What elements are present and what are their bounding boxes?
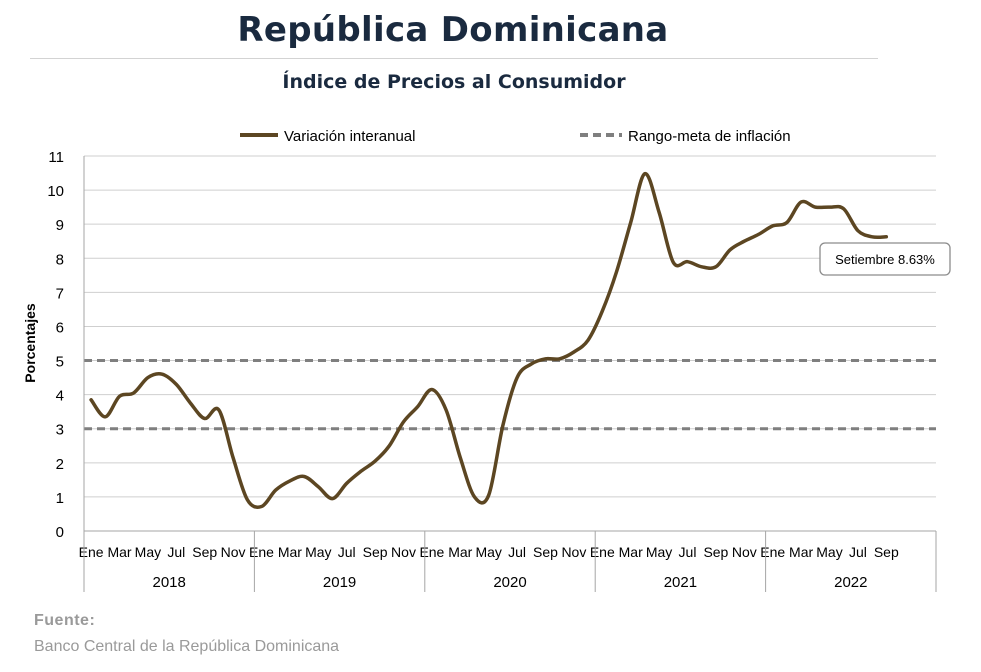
series-line-layer xyxy=(89,171,889,509)
x-tick-label: May xyxy=(646,544,672,560)
source-label: Fuente: xyxy=(34,612,96,629)
year-label: 2020 xyxy=(493,574,526,591)
y-tick-label: 1 xyxy=(56,490,64,507)
x-tick-label: May xyxy=(135,544,161,560)
y-tick-label: 8 xyxy=(56,251,64,268)
x-tick-label: Ene xyxy=(760,544,785,560)
y-tick-label: 7 xyxy=(56,285,64,302)
x-tick-label: Jul xyxy=(338,544,356,560)
x-tick-label: Jul xyxy=(508,544,526,560)
x-tick-label: Mar xyxy=(448,544,472,560)
x-tick-label: Sep xyxy=(703,544,728,560)
x-tick-label: Mar xyxy=(278,544,302,560)
y-tick-label: 4 xyxy=(56,388,64,405)
x-tick-label: Ene xyxy=(419,544,444,560)
x-tick-label: Sep xyxy=(533,544,558,560)
callout-text: Setiembre 8.63% xyxy=(835,252,935,267)
x-tick-label: Ene xyxy=(249,544,274,560)
title-divider xyxy=(30,58,878,59)
y-tick-label: 5 xyxy=(56,354,64,371)
source-text: Banco Central de la República Dominicana xyxy=(34,638,340,655)
year-label: 2019 xyxy=(323,574,356,591)
x-tick-label: May xyxy=(816,544,842,560)
y-tick-label: 9 xyxy=(56,217,64,234)
year-label: 2021 xyxy=(664,574,697,591)
legend-label-variacion: Variación interanual xyxy=(284,128,415,145)
y-tick-label: 10 xyxy=(47,183,64,200)
target-range-lines xyxy=(84,359,936,431)
y-tick-label: 3 xyxy=(56,422,64,439)
x-tick-label: Sep xyxy=(874,544,899,560)
x-tick-label: Mar xyxy=(789,544,813,560)
chart-subtitle: Índice de Precios al Consumidor xyxy=(282,71,626,93)
chart-title: República Dominicana xyxy=(237,10,669,50)
x-tick-label: May xyxy=(475,544,501,560)
y-tick-label: 2 xyxy=(56,456,64,473)
x-tick-label: Ene xyxy=(590,544,615,560)
year-label: 2018 xyxy=(153,574,186,591)
x-tick-label: May xyxy=(305,544,331,560)
x-tick-label: Nov xyxy=(561,544,586,560)
y-axis-label: Porcentajes xyxy=(22,303,38,383)
x-tick-label: Jul xyxy=(679,544,697,560)
x-tick-label: Nov xyxy=(221,544,246,560)
x-tick-label: Nov xyxy=(391,544,416,560)
x-tick-label: Mar xyxy=(107,544,131,560)
x-tick-label: Ene xyxy=(79,544,104,560)
x-tick-label: Sep xyxy=(363,544,388,560)
callout-box xyxy=(819,242,951,276)
x-tick-label: Jul xyxy=(849,544,867,560)
series-line-variacion-interanual xyxy=(89,171,889,509)
x-tick-label: Nov xyxy=(732,544,757,560)
x-tick-label: Sep xyxy=(192,544,217,560)
last-value-callout: Setiembre 8.63% xyxy=(819,242,951,276)
year-label: 2022 xyxy=(834,574,867,591)
x-tick-label: Jul xyxy=(167,544,185,560)
y-tick-label: 11 xyxy=(48,149,64,166)
legend-label-rango-meta: Rango-meta de inflación xyxy=(628,128,791,145)
x-tick-label: Mar xyxy=(619,544,643,560)
grid-lines xyxy=(84,155,936,532)
y-tick-label: 6 xyxy=(56,319,64,336)
y-axis: 0 1 2 3 4 5 6 7 8 9 10 11 Porcentajes xyxy=(22,149,85,541)
y-tick-label: 0 xyxy=(56,524,64,541)
legend: Variación interanual Rango-meta de inflac… xyxy=(240,128,791,145)
